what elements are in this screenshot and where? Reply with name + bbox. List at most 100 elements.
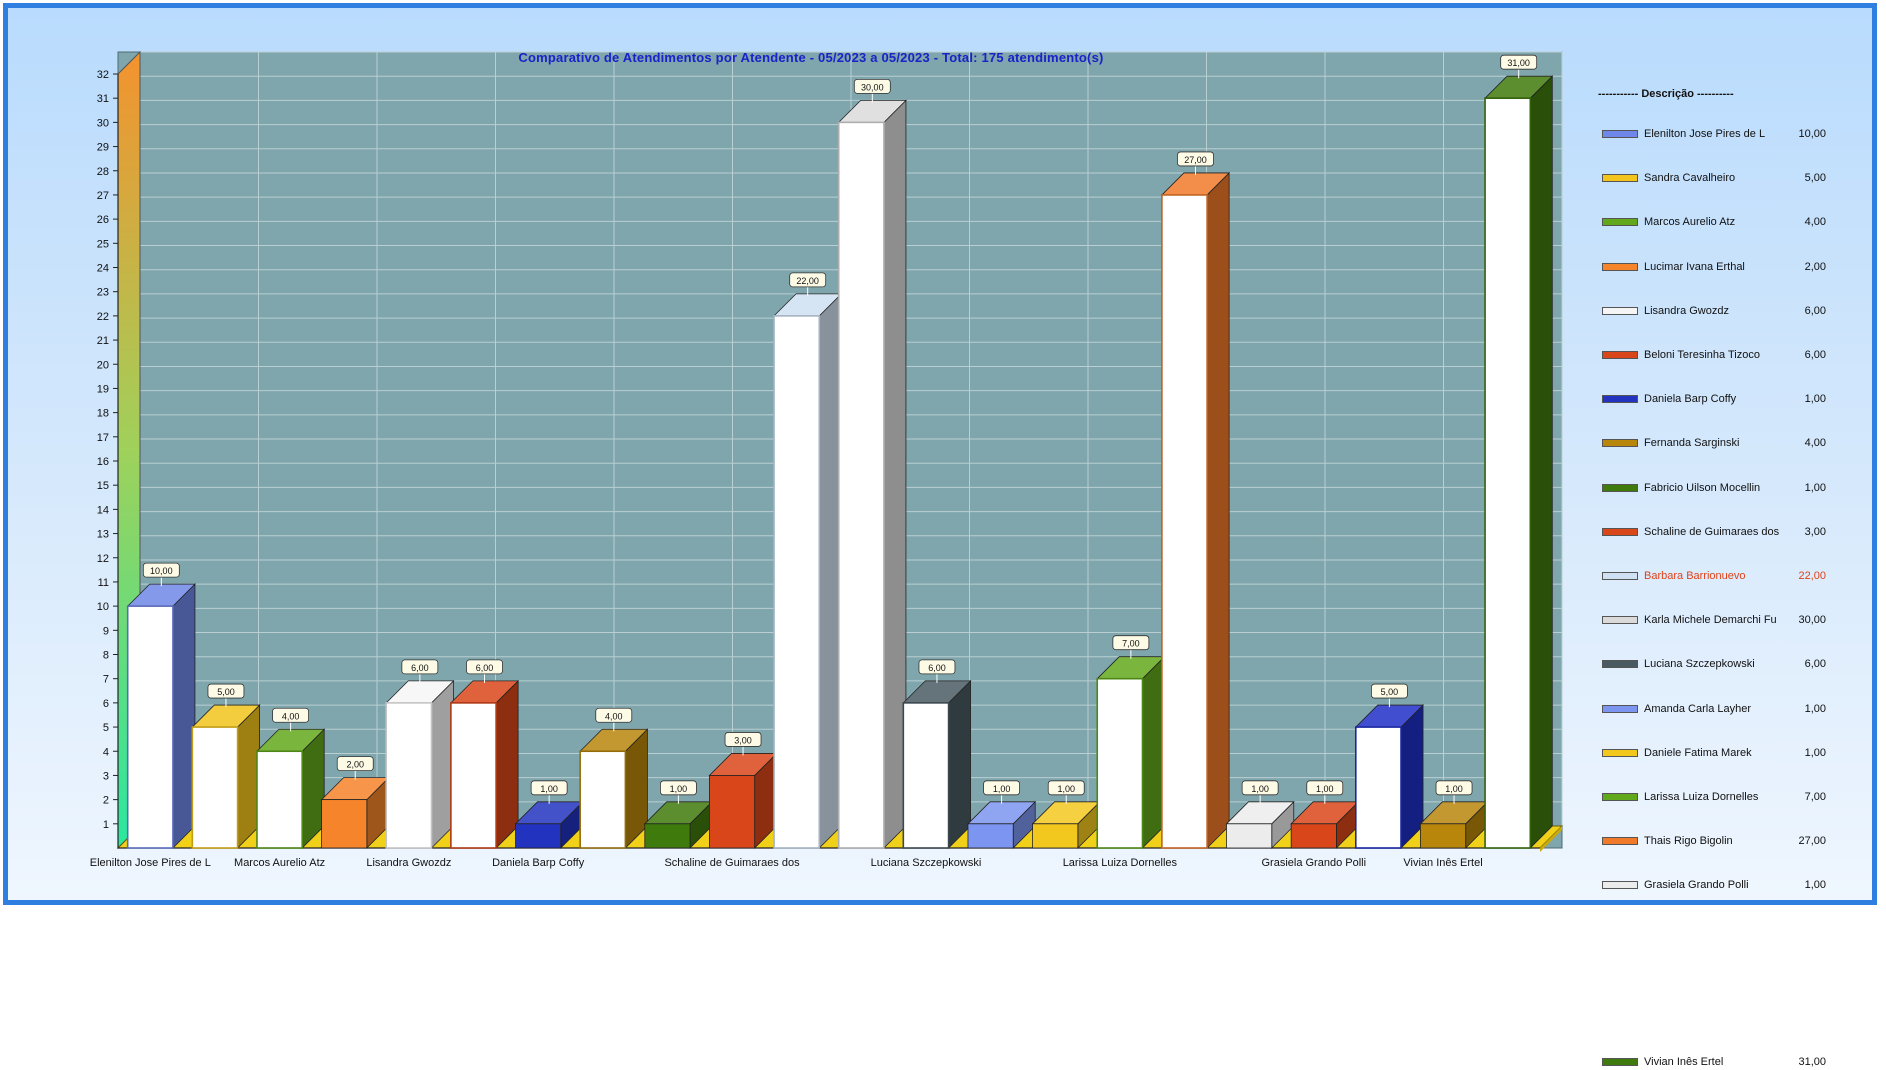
x-tick-label: Luciana Szczepkowski [871,857,982,869]
legend-item: Daniela Barp Coffy 1,00 [1596,393,1826,407]
data-label-box [272,707,309,723]
legend-swatch [1602,616,1638,625]
y-tick-label: 3 [103,770,109,782]
bar-group: 4,00 [256,707,326,849]
legend-item: Sandra Cavalheiro 5,00 [1596,172,1826,186]
legend-item: Larissa Luiza Dornelles 7,00 [1596,791,1826,805]
y-tick-label: 31 [97,93,109,105]
data-label: 7,00 [1122,639,1140,649]
data-label: 22,00 [796,276,819,286]
data-label: 1,00 [1445,784,1463,794]
legend-item: Amanda Carla Layher 1,00 [1596,703,1826,717]
legend-label: Larissa Luiza Dornelles [1644,791,1759,803]
y-tick-label: 22 [97,311,109,323]
y-tick-label: 2 [103,795,109,807]
data-label-box [853,78,891,94]
y-tick-label: 4 [103,746,109,758]
y-tick-label: 6 [103,698,109,710]
bar [256,750,304,849]
legend-label: Daniela Barp Coffy [1644,393,1737,406]
legend-label: Barbara Barrionuevo [1644,570,1746,582]
bar [321,799,368,849]
legend-value: 27,00 [1798,835,1826,848]
bar [967,823,1014,849]
legend-swatch [1602,130,1638,138]
legend-value: 10,00 [1798,128,1826,140]
bar-group: 1,00 [514,780,584,849]
bar [773,315,821,849]
data-label-box [530,780,568,796]
legend-label: Elenilton Jose Pires de L [1644,128,1766,140]
data-label-box [336,756,374,772]
legend-label: Grasiela Grando Polli [1644,879,1749,892]
bar [385,702,433,849]
data-label-box [1306,780,1344,796]
legend-label: Vivian Inês Ertel [1644,1056,1724,1069]
legend-swatch [1602,572,1638,580]
x-tick-label: Marcos Aurelio Atz [234,857,325,869]
y-tick-label: 27 [97,190,109,202]
y-tick-label: 1 [103,819,109,831]
data-label: 5,00 [217,687,235,697]
data-label-box [142,562,180,578]
x-tick-label: Elenilton Jose Pires de L [90,857,211,869]
legend-value: 1,00 [1804,746,1826,759]
data-label: 2,00 [346,760,364,770]
data-label-box [1047,780,1085,796]
y-tick-label: 25 [97,238,109,250]
bar [515,823,562,849]
bar [902,702,950,849]
data-label: 31,00 [1507,58,1530,68]
bar-side [948,679,971,849]
y-tick-label: 10 [97,601,109,613]
legend-swatch [1602,483,1638,492]
bar [709,775,756,849]
legend-item: Fernanda Sarginski 4,00 [1596,437,1826,451]
legend-item: Vivian Inês Ertel 31,00 [1596,1056,1826,1070]
bar-group: 1,00 [643,780,713,849]
legend-swatch [1602,793,1638,801]
legend-value: 6,00 [1804,349,1826,361]
y-tick-label: 9 [103,625,109,637]
legend-item: Lisandra Gwozdz 6,00 [1596,305,1826,319]
legend-value: 4,00 [1804,437,1826,450]
y-tick-label: 28 [97,166,109,178]
legend-swatch [1602,837,1638,846]
data-label: 10,00 [150,566,173,576]
y-tick-label: 11 [98,577,109,589]
y-tick-label: 23 [97,287,109,299]
y-tick-label: 17 [97,432,109,444]
y-tick-label: 24 [97,263,109,275]
y-tick-label: 26 [97,214,109,226]
legend-swatch [1602,395,1638,404]
legend-item: Elenilton Jose Pires de L 10,00 [1596,128,1826,142]
legend-label: Fabricio Uilson Mocellin [1644,481,1761,494]
data-label-box [918,659,956,675]
bar-group: 1,00 [1419,780,1489,849]
bar-group: 2,00 [320,756,390,849]
y-tick-label: 12 [97,553,109,565]
legend-label: Lisandra Gwozdz [1644,304,1729,317]
chart-canvas: 1234567891011121314151617181920212223242… [90,50,1564,869]
data-label-box [789,272,827,288]
data-label-box [983,780,1020,796]
legend-value: 30,00 [1798,614,1826,627]
legend-swatch [1602,1058,1638,1067]
bar-group: 27,00 [1160,151,1231,849]
data-label-box [724,732,762,747]
legend-item: Beloni Teresinha Tizoco 6,00 [1596,349,1826,363]
data-label: 1,00 [1316,784,1334,794]
data-label: 1,00 [993,784,1011,794]
y-tick-label: 13 [97,529,109,541]
legend-header: ----------- Descrição ---------- [1598,88,1734,100]
legend: ----------- Descrição ---------- Elenilt… [1596,88,1826,1068]
data-label-box [660,780,697,796]
bar [1226,823,1273,849]
bar [126,605,174,849]
bar-group: 1,00 [1031,780,1101,849]
legend-swatch [1602,218,1638,227]
legend-swatch [1602,527,1638,536]
bar-group: 7,00 [1096,635,1166,849]
legend-value: 6,00 [1804,304,1826,317]
legend-value: 5,00 [1804,172,1826,185]
